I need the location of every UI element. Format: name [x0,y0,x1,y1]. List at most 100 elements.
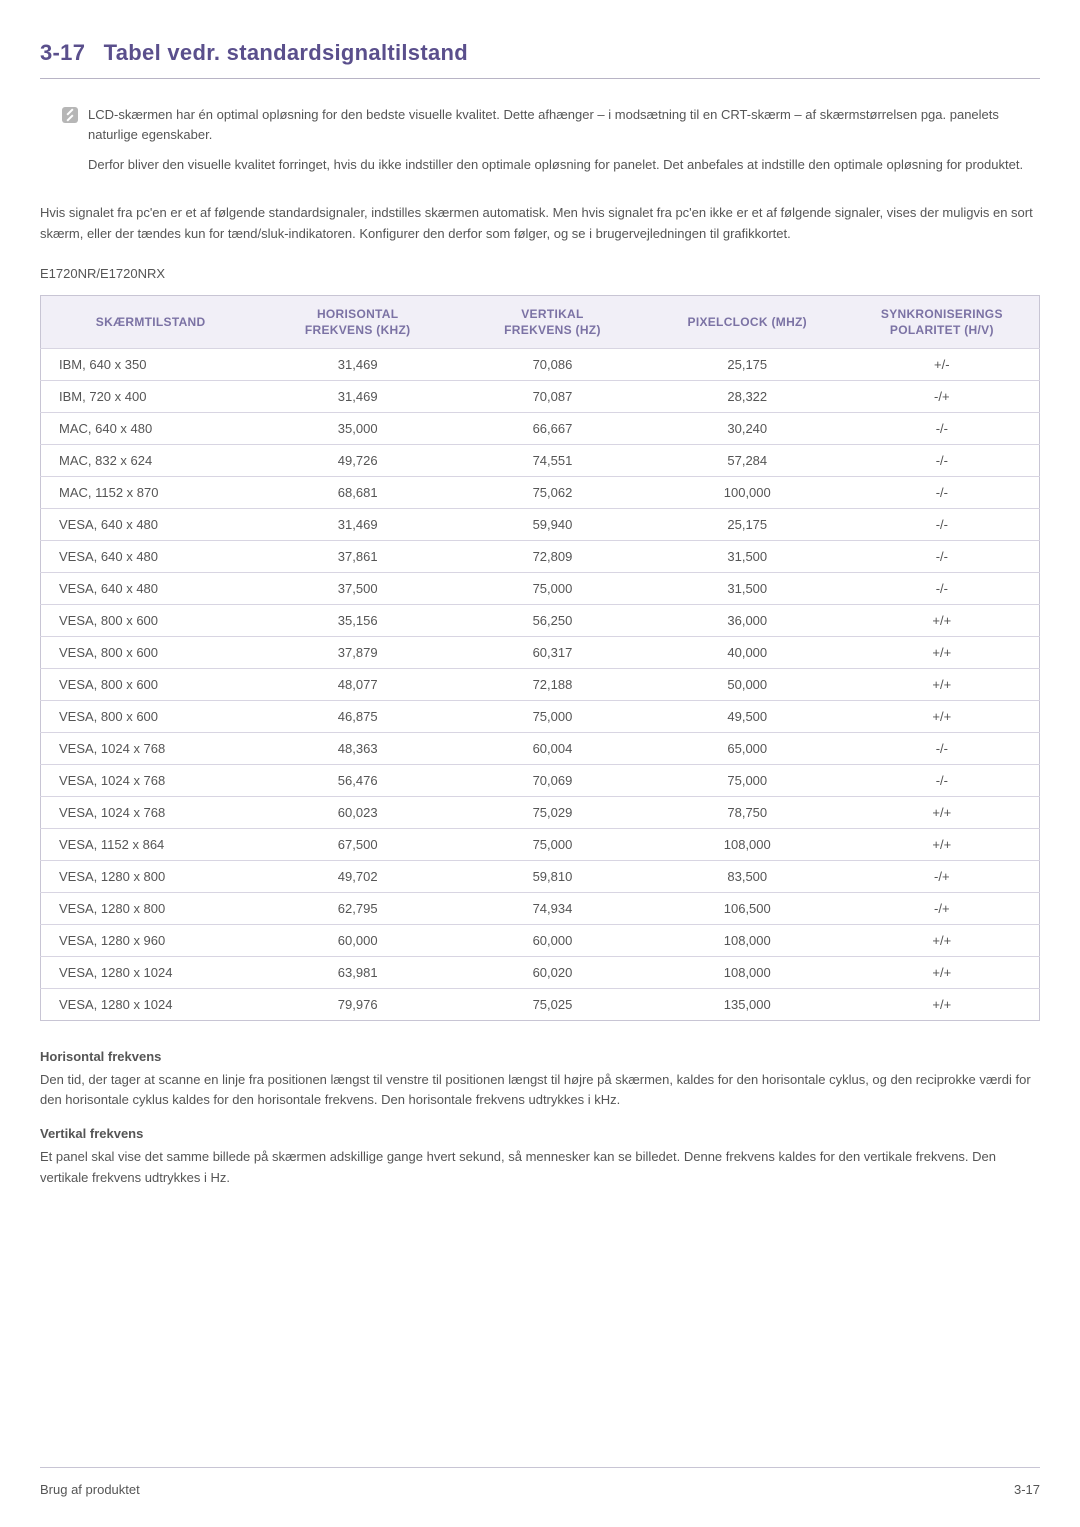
table-cell: -/- [845,445,1040,477]
table-cell: 74,551 [455,445,650,477]
table-cell: -/+ [845,893,1040,925]
table-cell: 31,469 [260,381,455,413]
table-cell: 60,020 [455,957,650,989]
table-cell: 60,000 [455,925,650,957]
table-cell: IBM, 720 x 400 [41,381,261,413]
table-cell: MAC, 1152 x 870 [41,477,261,509]
table-cell: 70,087 [455,381,650,413]
def-title-vertical: Vertikal frekvens [40,1126,1040,1141]
page-footer: Brug af produktet 3-17 [40,1467,1040,1497]
table-cell: 75,000 [455,701,650,733]
table-cell: 106,500 [650,893,845,925]
table-row: IBM, 640 x 35031,46970,08625,175+/- [41,349,1040,381]
table-cell: 72,809 [455,541,650,573]
table-cell: 48,363 [260,733,455,765]
table-cell: 62,795 [260,893,455,925]
table-cell: VESA, 1024 x 768 [41,797,261,829]
section-heading: 3-17 Tabel vedr. standardsignaltilstand [40,40,1040,79]
table-cell: -/+ [845,381,1040,413]
table-cell: 75,000 [650,765,845,797]
footer-left: Brug af produktet [40,1482,140,1497]
def-body-horizontal: Den tid, der tager at scanne en linje fr… [40,1070,1040,1110]
table-header-cell: SKÆRMTILSTAND [41,295,261,348]
table-header-cell: SYNKRONISERINGSPOLARITET (H/V) [845,295,1040,348]
table-row: VESA, 1152 x 86467,50075,000108,000+/+ [41,829,1040,861]
table-cell: 40,000 [650,637,845,669]
model-label: E1720NR/E1720NRX [40,266,1040,281]
table-cell: VESA, 1280 x 1024 [41,957,261,989]
table-cell: 108,000 [650,829,845,861]
table-cell: 75,025 [455,989,650,1021]
note-block: LCD-skærmen har én optimal opløsning for… [62,105,1040,185]
table-cell: 70,086 [455,349,650,381]
table-cell: 63,981 [260,957,455,989]
table-cell: VESA, 1152 x 864 [41,829,261,861]
table-cell: 36,000 [650,605,845,637]
table-cell: 60,004 [455,733,650,765]
table-row: IBM, 720 x 40031,46970,08728,322-/+ [41,381,1040,413]
section-number: 3-17 [40,40,85,65]
signal-mode-table: SKÆRMTILSTANDHORISONTALFREKVENS (KHZ)VER… [40,295,1040,1021]
table-cell: -/- [845,573,1040,605]
table-row: VESA, 800 x 60048,07772,18850,000+/+ [41,669,1040,701]
table-cell: +/+ [845,925,1040,957]
table-cell: 60,000 [260,925,455,957]
table-cell: -/- [845,765,1040,797]
table-cell: 35,156 [260,605,455,637]
note-paragraph-1: LCD-skærmen har én optimal opløsning for… [88,105,1040,145]
note-text: LCD-skærmen har én optimal opløsning for… [88,105,1040,185]
def-title-horizontal: Horisontal frekvens [40,1049,1040,1064]
table-cell: 37,879 [260,637,455,669]
definitions: Horisontal frekvens Den tid, der tager a… [40,1049,1040,1188]
table-header-cell: VERTIKALFREKVENS (HZ) [455,295,650,348]
table-cell: IBM, 640 x 350 [41,349,261,381]
table-cell: 35,000 [260,413,455,445]
table-cell: 31,469 [260,509,455,541]
table-cell: 31,469 [260,349,455,381]
table-cell: MAC, 832 x 624 [41,445,261,477]
table-cell: 56,250 [455,605,650,637]
table-cell: 78,750 [650,797,845,829]
table-cell: 49,500 [650,701,845,733]
table-row: VESA, 640 x 48031,46959,94025,175-/- [41,509,1040,541]
table-cell: 31,500 [650,541,845,573]
table-cell: -/- [845,541,1040,573]
table-cell: +/+ [845,797,1040,829]
table-cell: 108,000 [650,957,845,989]
table-cell: 31,500 [650,573,845,605]
table-cell: -/+ [845,861,1040,893]
table-cell: VESA, 640 x 480 [41,541,261,573]
table-cell: 60,317 [455,637,650,669]
table-cell: 72,188 [455,669,650,701]
table-cell: 37,861 [260,541,455,573]
table-row: VESA, 1280 x 102479,97675,025135,000+/+ [41,989,1040,1021]
def-body-vertical: Et panel skal vise det samme billede på … [40,1147,1040,1187]
table-cell: 59,810 [455,861,650,893]
table-row: VESA, 800 x 60046,87575,00049,500+/+ [41,701,1040,733]
table-cell: 48,077 [260,669,455,701]
table-header-cell: PIXELCLOCK (MHZ) [650,295,845,348]
table-cell: -/- [845,477,1040,509]
table-row: MAC, 832 x 62449,72674,55157,284-/- [41,445,1040,477]
table-cell: -/- [845,413,1040,445]
table-cell: VESA, 800 x 600 [41,701,261,733]
table-cell: VESA, 1024 x 768 [41,733,261,765]
table-cell: +/+ [845,701,1040,733]
table-cell: 79,976 [260,989,455,1021]
table-cell: VESA, 1280 x 960 [41,925,261,957]
table-row: VESA, 1280 x 102463,98160,020108,000+/+ [41,957,1040,989]
table-cell: 83,500 [650,861,845,893]
table-cell: +/+ [845,605,1040,637]
table-row: VESA, 1024 x 76856,47670,06975,000-/- [41,765,1040,797]
note-icon [62,107,78,123]
table-row: VESA, 640 x 48037,86172,80931,500-/- [41,541,1040,573]
table-cell: 57,284 [650,445,845,477]
table-cell: -/- [845,733,1040,765]
table-cell: 25,175 [650,509,845,541]
table-cell: 70,069 [455,765,650,797]
table-cell: 56,476 [260,765,455,797]
table-cell: +/+ [845,669,1040,701]
table-cell: 75,000 [455,573,650,605]
table-cell: MAC, 640 x 480 [41,413,261,445]
table-cell: +/+ [845,989,1040,1021]
